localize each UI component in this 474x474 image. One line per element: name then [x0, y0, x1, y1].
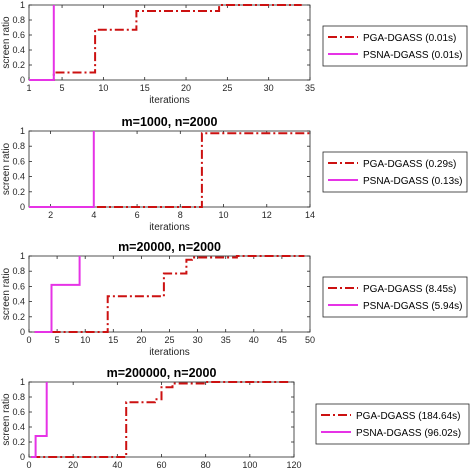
- y-tick-label: 1: [20, 126, 25, 136]
- y-tick-label: 0.4: [12, 422, 25, 432]
- x-tick-label: 35: [305, 83, 315, 93]
- x-tick-label: 25: [222, 83, 232, 93]
- chart-panel-2: m=1000, n=2000 2 4 6 8 10 12 14 0 0.2 0.4 0.6 0.8 1 it…: [1, 115, 468, 233]
- chart-title: m=20000, n=2000: [118, 240, 221, 254]
- y-axis-label: screen ratio: [1, 267, 12, 320]
- x-tick-label: 10: [80, 335, 90, 345]
- x-tick-label: 2: [48, 210, 53, 220]
- legend-label: PGA-DGASS (0.29s): [363, 159, 456, 170]
- x-tick-label: 45: [277, 335, 287, 345]
- x-tick-label: 25: [164, 335, 174, 345]
- series-line-psna-dgass: [29, 131, 95, 208]
- x-tick-label: 40: [112, 460, 122, 470]
- legend: PGA-DGASS (184.64s) PSNA-DGASS (96.02s): [315, 403, 470, 445]
- legend-label: PSNA-DGASS (5.94s): [363, 301, 462, 312]
- legend: PGA-DGASS (0.29s) PSNA-DGASS (0.13s): [322, 151, 468, 193]
- x-tick-label: 0: [26, 460, 31, 470]
- chart-title: m=1000, n=2000: [122, 115, 218, 129]
- y-tick-label: 0.2: [12, 312, 25, 322]
- y-tick-label: 0: [20, 452, 25, 462]
- x-tick-label: 5: [60, 83, 65, 93]
- plot-area: [28, 4, 311, 81]
- y-tick-label: 0.2: [12, 187, 25, 197]
- x-axis-label: iterations: [149, 222, 190, 233]
- x-tick-label: 10: [98, 83, 108, 93]
- legend: PGA-DGASS (8.45s) PSNA-DGASS (5.94s): [322, 276, 468, 318]
- y-tick-label: 1: [20, 0, 25, 10]
- x-tick-label: 120: [286, 460, 301, 470]
- x-tick-label: 0: [26, 335, 31, 345]
- series-line-pga-dgass: [29, 132, 310, 208]
- series-line-psna-dgass: [34, 256, 81, 333]
- x-tick-label: 4: [91, 210, 96, 220]
- chart-panel-4: m=200000, n=2000 0 20 40 60 80 100 120 0 0.2 0.4 0.…: [1, 366, 470, 470]
- y-tick-label: 1: [20, 251, 25, 261]
- y-tick-label: 0.2: [12, 60, 25, 70]
- legend-label: PGA-DGASS (184.64s): [356, 411, 460, 422]
- x-tick-label: 30: [193, 335, 203, 345]
- y-tick-label: 0.6: [12, 156, 25, 166]
- y-tick-label: 0.6: [12, 407, 25, 417]
- chart-panel-3: m=20000, n=2000 0 5 10 15 20 25 30 35 40 45 50 0 0.2 0…: [1, 240, 468, 358]
- x-tick-label: 6: [135, 210, 140, 220]
- x-tick-label: 60: [156, 460, 166, 470]
- legend-label: PGA-DGASS (0.01s): [363, 33, 456, 44]
- x-tick-label: 1: [26, 83, 31, 93]
- plot-area: [28, 255, 311, 333]
- y-tick-label: 0.2: [12, 437, 25, 447]
- x-tick-label: 30: [264, 83, 274, 93]
- chart-title: m=200000, n=2000: [107, 366, 217, 380]
- x-tick-label: 12: [262, 210, 272, 220]
- series-line-psna-dgass: [29, 5, 55, 81]
- x-tick-label: 40: [249, 335, 259, 345]
- y-tick-label: 0.4: [12, 297, 25, 307]
- y-tick-label: 0.6: [12, 281, 25, 291]
- x-tick-label: 15: [108, 335, 118, 345]
- series-line-psna-dgass: [31, 382, 48, 458]
- y-tick-label: 0.8: [12, 15, 25, 25]
- x-tick-label: 14: [305, 210, 315, 220]
- x-tick-label: 50: [305, 335, 315, 345]
- y-tick-label: 0: [20, 202, 25, 212]
- x-axis-label: iterations: [149, 95, 190, 106]
- legend: PGA-DGASS (0.01s) PSNA-DGASS (0.01s): [322, 25, 468, 67]
- x-tick-label: 5: [55, 335, 60, 345]
- y-tick-label: 0: [20, 327, 25, 337]
- chart-panel-1: 1 5 10 15 20 25 30 3500.20.40.60.81iterationssc…: [1, 0, 468, 106]
- y-tick-label: 0.8: [12, 392, 25, 402]
- y-tick-label: 0: [20, 75, 25, 85]
- y-tick-label: 0.8: [12, 141, 25, 151]
- y-tick-label: 0.4: [12, 172, 25, 182]
- series-line-pga-dgass: [34, 255, 305, 333]
- y-tick-label: 0.8: [12, 266, 25, 276]
- legend-box: [322, 276, 468, 318]
- x-tick-label: 15: [140, 83, 150, 93]
- y-axis-label: screen ratio: [1, 16, 12, 69]
- series-line-pga-dgass: [29, 4, 302, 81]
- x-tick-label: 10: [219, 210, 229, 220]
- legend-box: [315, 403, 470, 445]
- x-tick-label: 100: [242, 460, 257, 470]
- plot-area: [28, 130, 311, 208]
- y-axis-label: screen ratio: [1, 393, 12, 446]
- y-tick-label: 0.4: [12, 45, 25, 55]
- y-axis-label: screen ratio: [1, 142, 12, 195]
- x-tick-label: 20: [68, 460, 78, 470]
- y-tick-label: 1: [20, 377, 25, 387]
- x-tick-label: 20: [181, 83, 191, 93]
- legend-box: [322, 151, 468, 193]
- x-tick-label: 80: [201, 460, 211, 470]
- x-tick-label: 20: [136, 335, 146, 345]
- legend-label: PSNA-DGASS (0.01s): [363, 50, 462, 61]
- series-line-pga-dgass: [31, 381, 290, 458]
- legend-box: [322, 25, 468, 67]
- x-tick-label: 35: [221, 335, 231, 345]
- x-axis-label: iterations: [149, 347, 190, 358]
- legend-label: PSNA-DGASS (0.13s): [363, 176, 462, 187]
- legend-label: PSNA-DGASS (96.02s): [356, 428, 461, 439]
- y-tick-label: 0.6: [12, 30, 25, 40]
- x-tick-label: 8: [178, 210, 183, 220]
- legend-label: PGA-DGASS (8.45s): [363, 284, 456, 295]
